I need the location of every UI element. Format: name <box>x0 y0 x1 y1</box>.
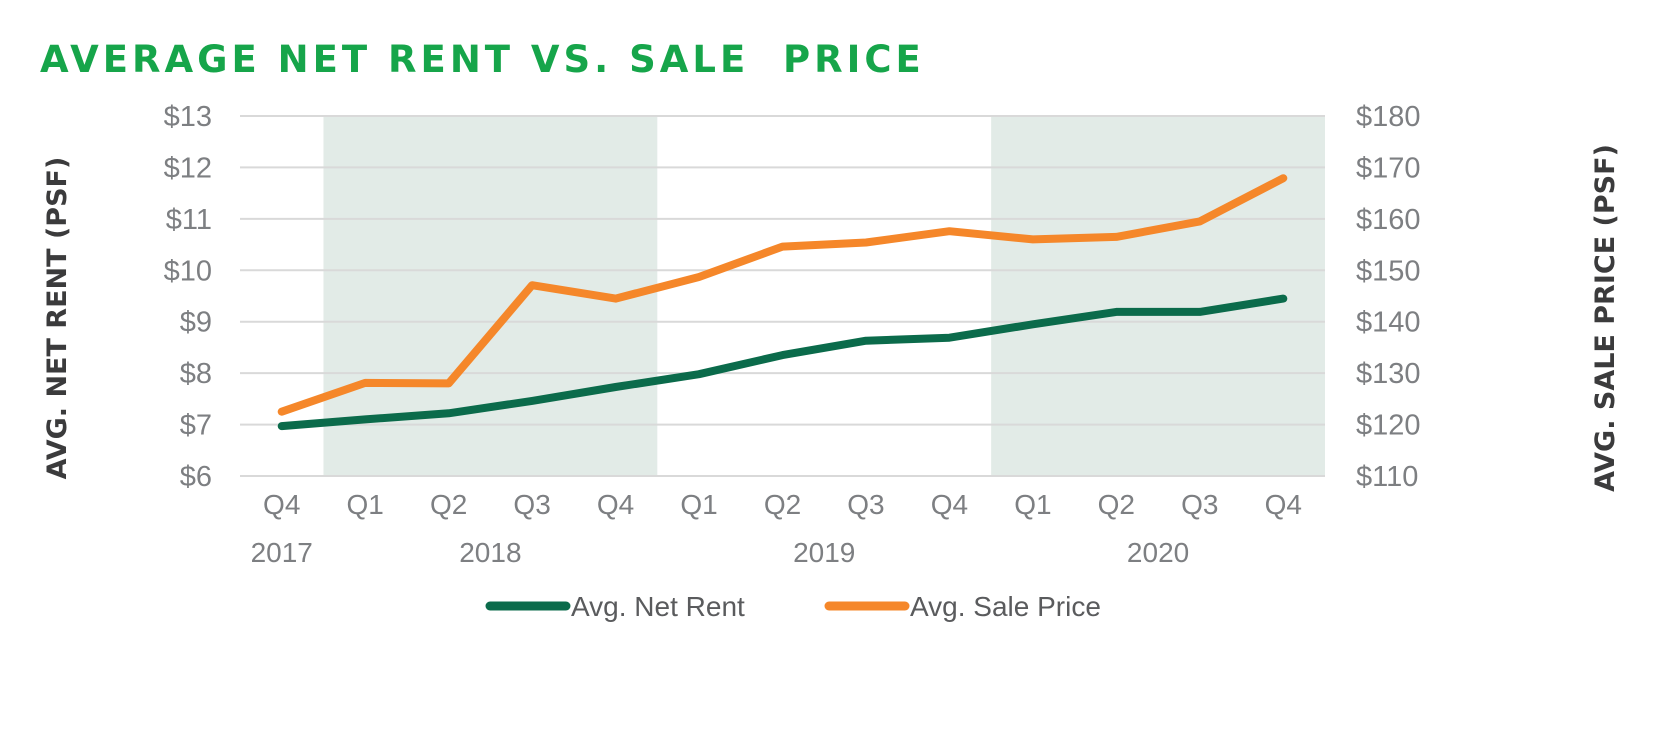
right-tick-label: $170 <box>1356 152 1421 184</box>
right-tick-label: $160 <box>1356 204 1421 236</box>
right-tick-label: $180 <box>1356 101 1421 133</box>
x-tick-label: Q4 <box>597 489 634 520</box>
right-axis-ticks: $180 $170 $160 $150 $140 $130 $120 $110 <box>1356 101 1421 493</box>
left-axis-ticks: $13 $12 $11 $10 $9 $8 $7 $6 <box>164 101 212 493</box>
series-lines <box>277 174 1288 431</box>
x-tick-label: Q4 <box>1265 489 1302 520</box>
left-tick-label: $12 <box>164 152 212 184</box>
left-tick-label: $11 <box>166 204 212 236</box>
x-tick-label: Q4 <box>263 489 300 520</box>
x-tick-label: Q3 <box>1181 489 1218 520</box>
shaded-year-bands <box>323 116 1325 476</box>
shade-band-2020 <box>991 116 1325 476</box>
gridlines <box>240 115 1325 477</box>
right-tick-label: $120 <box>1356 410 1421 442</box>
left-tick-label: $10 <box>164 255 212 287</box>
x-axis-ticks: Q4 Q1 Q2 Q3 Q4 Q1 Q2 Q3 Q4 Q1 Q2 Q3 Q4 <box>263 489 1302 520</box>
series-line-avg-sale-price <box>277 174 1288 416</box>
x-tick-label: Q3 <box>847 489 884 520</box>
x-tick-label: Q2 <box>764 489 801 520</box>
left-tick-label: $7 <box>180 410 212 442</box>
year-labels: 2017 2018 2019 2020 <box>251 537 1190 568</box>
x-tick-label: Q1 <box>1014 489 1051 520</box>
chart-title: AVERAGE NET RENT VS. SALE PRICE <box>40 38 925 81</box>
left-axis-title: AVG. NET RENT (PSF) <box>42 157 73 480</box>
left-tick-label: $8 <box>180 358 212 390</box>
year-label-2020: 2020 <box>1127 537 1189 568</box>
year-label-2017: 2017 <box>251 537 313 568</box>
series-line-avg-net-rent <box>277 294 1288 431</box>
left-tick-label: $13 <box>164 101 212 133</box>
x-tick-label: Q2 <box>430 489 467 520</box>
left-tick-label: $9 <box>180 307 212 339</box>
x-tick-label: Q2 <box>1098 489 1135 520</box>
x-tick-label: Q1 <box>680 489 717 520</box>
legend-label-avg-sale-price: Avg. Sale Price <box>910 591 1101 622</box>
left-tick-label: $6 <box>180 461 212 493</box>
legend-label-avg-net-rent: Avg. Net Rent <box>571 591 745 622</box>
right-axis-title: AVG. SALE PRICE (PSF) <box>1590 144 1621 492</box>
right-tick-label: $140 <box>1356 307 1421 339</box>
x-tick-label: Q4 <box>931 489 968 520</box>
right-tick-label: $150 <box>1356 255 1421 287</box>
right-tick-label: $130 <box>1356 358 1421 390</box>
right-tick-label: $110 <box>1356 461 1418 493</box>
year-label-2018: 2018 <box>459 537 521 568</box>
year-label-2019: 2019 <box>793 537 855 568</box>
x-tick-label: Q1 <box>347 489 384 520</box>
legend: Avg. Net Rent Avg. Sale Price <box>485 591 1101 622</box>
x-tick-label: Q3 <box>513 489 550 520</box>
